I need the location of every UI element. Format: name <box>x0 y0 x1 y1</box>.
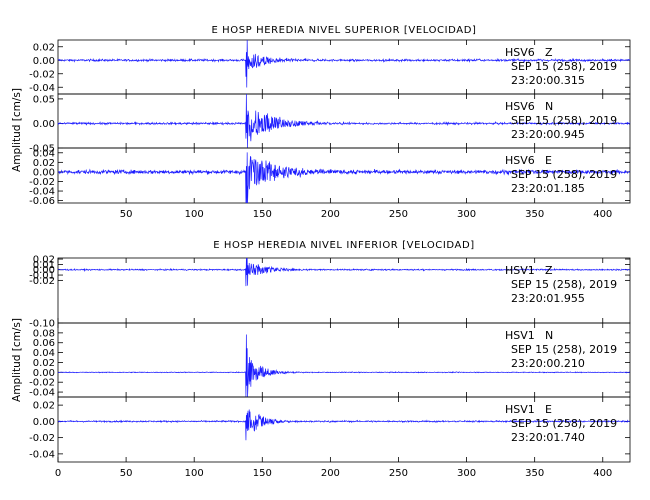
y-tick-label: 0.00 <box>33 119 55 130</box>
waveform-hsv1-e <box>57 409 631 441</box>
x-tick-label: 50 <box>120 209 133 220</box>
y-axis-label: Amplitud [cm/s] <box>11 318 23 402</box>
x-tick-label: 350 <box>525 468 544 479</box>
y-tick-label: -0.02 <box>29 378 55 389</box>
y-tick-label: 0.02 <box>33 255 55 266</box>
y-tick-label: 0.00 <box>33 56 55 67</box>
time-label: 23:20:01.740 <box>511 431 585 444</box>
y-tick-label: -0.02 <box>29 276 55 287</box>
date-label: SEP 15 (258), 2019 <box>511 60 617 73</box>
y-tick-label: 0.02 <box>33 42 55 53</box>
component-label: E <box>545 154 552 167</box>
time-label: 23:20:01.185 <box>511 182 585 195</box>
y-tick-label: 0.00 <box>33 417 55 428</box>
chart-title: E HOSP HEREDIA NIVEL SUPERIOR [VELOCIDAD… <box>211 25 476 36</box>
date-label: SEP 15 (258), 2019 <box>511 114 617 127</box>
seismogram-group-2: E HOSP HEREDIA NIVEL INFERIOR [VELOCIDAD… <box>11 240 631 479</box>
component-label: Z <box>545 46 553 59</box>
time-label: 23:20:00.315 <box>511 74 585 87</box>
x-tick-label: 100 <box>185 468 204 479</box>
x-tick-label: 150 <box>253 209 272 220</box>
x-tick-label: 0 <box>55 468 61 479</box>
y-tick-label: 0.05 <box>33 94 55 105</box>
time-label: 23:20:01.955 <box>511 292 585 305</box>
waveform-hsv1-z <box>57 257 631 287</box>
y-tick-label: -0.04 <box>29 187 55 198</box>
y-tick-label: -0.05 <box>29 144 55 155</box>
y-tick-label: 0.04 <box>33 148 55 159</box>
chart-title: E HOSP HEREDIA NIVEL INFERIOR [VELOCIDAD… <box>213 240 475 251</box>
y-tick-label: -0.04 <box>29 449 55 460</box>
y-tick-label: -0.10 <box>29 319 55 330</box>
panel-frame <box>57 396 631 463</box>
y-tick-label: 0.00 <box>33 167 55 178</box>
date-label: SEP 15 (258), 2019 <box>511 417 617 430</box>
date-label: SEP 15 (258), 2019 <box>511 343 617 356</box>
waveform-hsv6-e <box>57 152 631 204</box>
x-tick-label: 150 <box>253 468 272 479</box>
station-label: HSV1 <box>505 403 535 416</box>
y-tick-label: -0.02 <box>29 177 55 188</box>
x-tick-label: 200 <box>321 209 340 220</box>
component-label: N <box>545 100 553 113</box>
seismogram-group-1: E HOSP HEREDIA NIVEL SUPERIOR [VELOCIDAD… <box>11 25 631 220</box>
component-label: E <box>545 403 552 416</box>
y-tick-label: 0.00 <box>33 265 55 276</box>
x-tick-label: 350 <box>525 209 544 220</box>
station-label: HSV1 <box>505 329 535 342</box>
x-tick-label: 300 <box>457 468 476 479</box>
y-tick-label: -0.01 <box>29 271 55 282</box>
time-label: 23:20:00.210 <box>511 357 585 370</box>
y-tick-label: 0.06 <box>33 338 55 349</box>
station-label: HSV6 <box>505 154 535 167</box>
y-tick-label: 0.02 <box>33 358 55 369</box>
y-axis-label: Amplitud [cm/s] <box>11 88 23 172</box>
y-tick-label: 0.08 <box>33 328 55 339</box>
station-label: HSV1 <box>505 264 535 277</box>
component-label: N <box>545 329 553 342</box>
x-tick-label: 50 <box>120 468 133 479</box>
station-label: HSV6 <box>505 100 535 113</box>
x-tick-label: 100 <box>185 209 204 220</box>
time-label: 23:20:00.945 <box>511 128 585 141</box>
x-tick-label: 250 <box>389 209 408 220</box>
waveform-hsv6-n <box>57 93 631 149</box>
y-tick-label: -0.04 <box>29 388 55 399</box>
waveform-hsv1-n <box>57 334 631 398</box>
date-label: SEP 15 (258), 2019 <box>511 168 617 181</box>
x-tick-label: 300 <box>457 209 476 220</box>
y-tick-label: -0.02 <box>29 69 55 80</box>
y-tick-label: 0.02 <box>33 158 55 169</box>
waveform-hsv6-z <box>57 39 631 88</box>
y-tick-label: 0.02 <box>33 401 55 412</box>
x-tick-label: 400 <box>593 468 612 479</box>
component-label: Z <box>545 264 553 277</box>
y-tick-label: 0.00 <box>33 368 55 379</box>
x-tick-label: 200 <box>321 468 340 479</box>
x-tick-label: 250 <box>389 468 408 479</box>
y-tick-label: -0.06 <box>29 196 55 207</box>
date-label: SEP 15 (258), 2019 <box>511 278 617 291</box>
station-label: HSV6 <box>505 46 535 59</box>
x-tick-label: 400 <box>593 209 612 220</box>
y-tick-label: -0.02 <box>29 433 55 444</box>
y-tick-label: 0.04 <box>33 348 55 359</box>
panel-frame <box>57 147 631 204</box>
y-tick-label: -0.04 <box>29 83 55 94</box>
y-tick-label: 0.01 <box>33 260 55 271</box>
